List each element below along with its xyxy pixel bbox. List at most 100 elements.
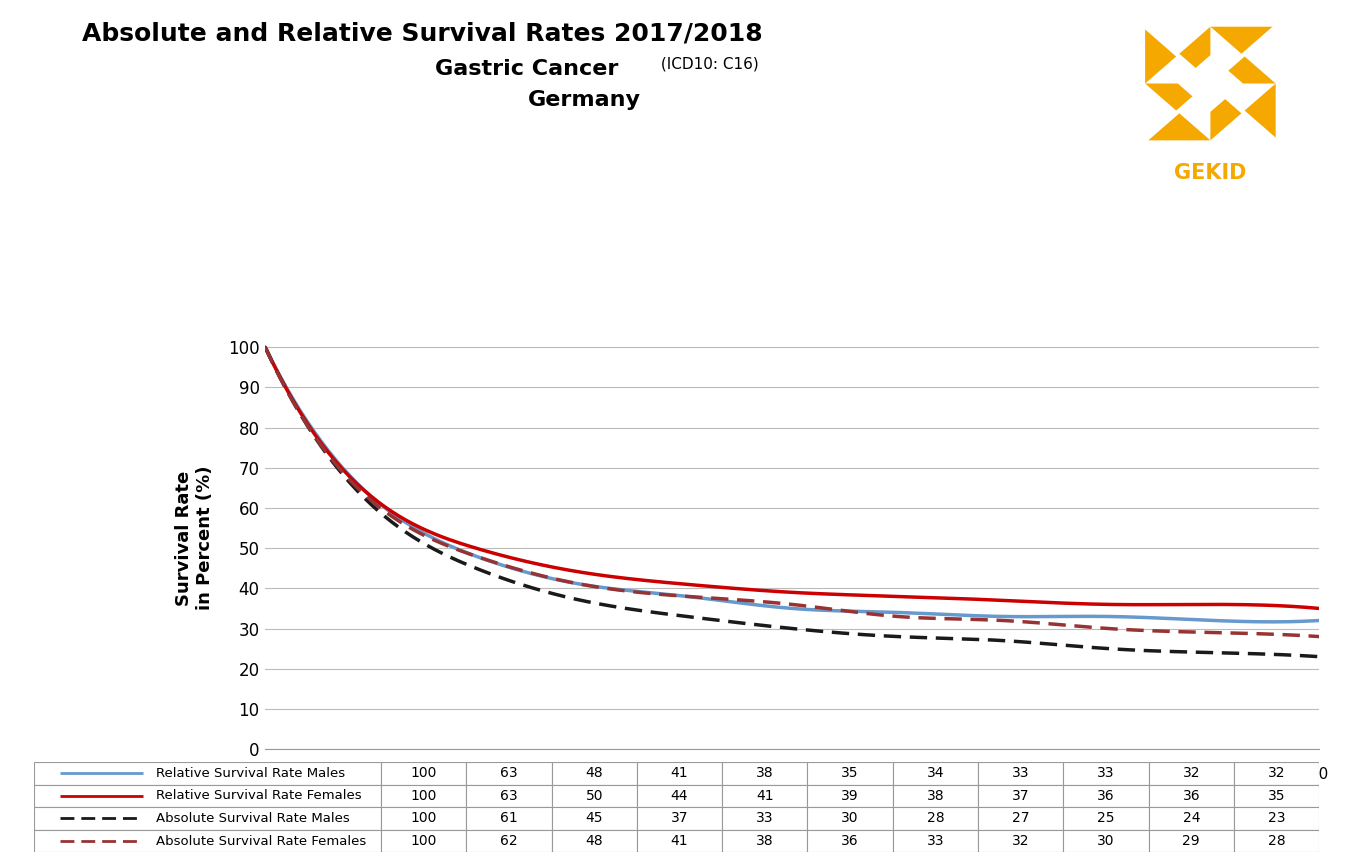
Text: 100: 100 [411, 789, 437, 803]
FancyBboxPatch shape [892, 830, 978, 852]
Text: 30: 30 [842, 811, 860, 826]
Text: 32: 32 [1182, 766, 1200, 780]
Text: 63: 63 [500, 789, 518, 803]
Text: 27: 27 [1012, 811, 1030, 826]
Text: Relative Survival Rate Males: Relative Survival Rate Males [156, 767, 345, 780]
FancyBboxPatch shape [722, 784, 808, 808]
Text: Absolute Survival Rate Males: Absolute Survival Rate Males [156, 812, 350, 825]
FancyBboxPatch shape [34, 808, 381, 830]
FancyBboxPatch shape [808, 762, 892, 784]
FancyBboxPatch shape [636, 808, 722, 830]
Text: Years: Years [1268, 781, 1319, 799]
FancyBboxPatch shape [1064, 830, 1149, 852]
Polygon shape [1145, 84, 1210, 140]
FancyBboxPatch shape [1234, 784, 1319, 808]
Text: GEKID: GEKID [1174, 163, 1247, 183]
Text: 44: 44 [670, 789, 688, 803]
Text: 37: 37 [1012, 789, 1030, 803]
FancyBboxPatch shape [808, 830, 892, 852]
Text: 33: 33 [1012, 766, 1030, 780]
FancyBboxPatch shape [34, 830, 381, 852]
Y-axis label: Survival Rate
in Percent (%): Survival Rate in Percent (%) [175, 466, 214, 610]
Text: 100: 100 [411, 766, 437, 780]
FancyBboxPatch shape [381, 808, 466, 830]
Text: 32: 32 [1268, 766, 1285, 780]
FancyBboxPatch shape [1234, 830, 1319, 852]
Text: 28: 28 [926, 811, 944, 826]
FancyBboxPatch shape [978, 784, 1064, 808]
FancyBboxPatch shape [1064, 808, 1149, 830]
Text: 39: 39 [842, 789, 860, 803]
FancyBboxPatch shape [722, 830, 808, 852]
Text: 33: 33 [756, 811, 774, 826]
Text: 4: 4 [681, 767, 692, 782]
FancyBboxPatch shape [381, 762, 466, 784]
FancyBboxPatch shape [978, 762, 1064, 784]
FancyBboxPatch shape [636, 830, 722, 852]
Text: 36: 36 [1182, 789, 1200, 803]
Text: 8: 8 [1103, 767, 1114, 782]
FancyBboxPatch shape [1064, 784, 1149, 808]
FancyBboxPatch shape [466, 762, 552, 784]
Text: 28: 28 [1268, 834, 1285, 848]
Text: 63: 63 [500, 766, 518, 780]
Text: 33: 33 [1098, 766, 1115, 780]
Text: 25: 25 [1098, 811, 1115, 826]
FancyBboxPatch shape [808, 808, 892, 830]
FancyBboxPatch shape [552, 762, 636, 784]
Text: 10: 10 [1310, 767, 1329, 782]
Text: 29: 29 [1182, 834, 1200, 848]
Text: 24: 24 [1182, 811, 1200, 826]
Text: 33: 33 [926, 834, 944, 848]
Text: 23: 23 [1268, 811, 1285, 826]
FancyBboxPatch shape [892, 784, 978, 808]
FancyBboxPatch shape [1064, 762, 1149, 784]
Text: 41: 41 [670, 834, 688, 848]
FancyBboxPatch shape [636, 762, 722, 784]
FancyBboxPatch shape [1234, 808, 1319, 830]
FancyBboxPatch shape [978, 808, 1064, 830]
Text: 48: 48 [585, 766, 602, 780]
Text: Gastric Cancer: Gastric Cancer [435, 59, 619, 78]
Text: 100: 100 [411, 811, 437, 826]
Text: 36: 36 [842, 834, 860, 848]
Text: 5: 5 [787, 767, 797, 782]
FancyBboxPatch shape [1149, 784, 1234, 808]
Text: Absolute and Relative Survival Rates 2017/2018: Absolute and Relative Survival Rates 201… [82, 22, 762, 46]
FancyBboxPatch shape [722, 762, 808, 784]
Text: 32: 32 [1012, 834, 1030, 848]
Text: Relative Survival Rate Females: Relative Survival Rate Females [156, 790, 362, 802]
FancyBboxPatch shape [466, 808, 552, 830]
Text: 38: 38 [926, 789, 944, 803]
FancyBboxPatch shape [466, 830, 552, 852]
Text: 41: 41 [670, 766, 688, 780]
FancyBboxPatch shape [636, 784, 722, 808]
Text: 30: 30 [1098, 834, 1115, 848]
Text: 100: 100 [411, 834, 437, 848]
FancyBboxPatch shape [1149, 830, 1234, 852]
Text: Absolute Survival Rate Females: Absolute Survival Rate Females [156, 834, 366, 847]
FancyBboxPatch shape [1149, 808, 1234, 830]
Polygon shape [1145, 27, 1210, 84]
Text: 38: 38 [756, 766, 774, 780]
Text: 35: 35 [1268, 789, 1285, 803]
Text: 2: 2 [471, 767, 481, 782]
Text: 62: 62 [500, 834, 518, 848]
Text: 7: 7 [998, 767, 1008, 782]
Text: 36: 36 [1098, 789, 1115, 803]
Text: 1: 1 [366, 767, 375, 782]
FancyBboxPatch shape [552, 808, 636, 830]
Polygon shape [1210, 27, 1276, 84]
Text: 35: 35 [842, 766, 860, 780]
FancyBboxPatch shape [381, 830, 466, 852]
Polygon shape [1178, 55, 1243, 112]
FancyBboxPatch shape [1234, 762, 1319, 784]
Text: (ICD10: C16): (ICD10: C16) [656, 57, 759, 71]
FancyBboxPatch shape [892, 762, 978, 784]
Text: 3: 3 [577, 767, 586, 782]
Text: 41: 41 [756, 789, 774, 803]
FancyBboxPatch shape [1149, 762, 1234, 784]
Text: 61: 61 [500, 811, 518, 826]
Text: 45: 45 [586, 811, 602, 826]
FancyBboxPatch shape [552, 784, 636, 808]
